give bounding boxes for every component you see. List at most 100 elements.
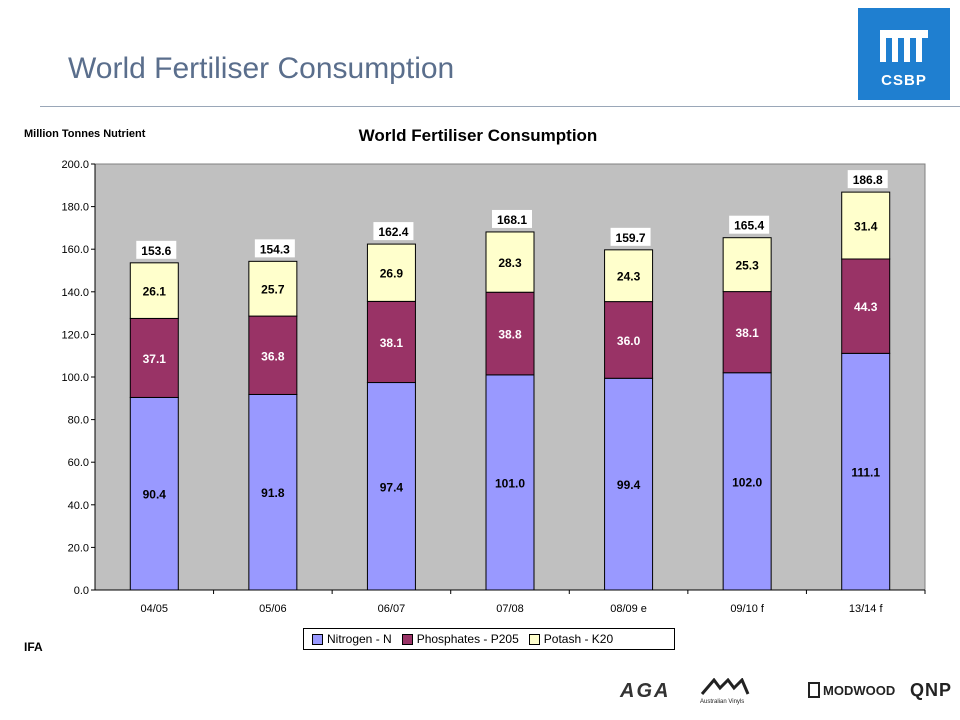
total-label: 159.7 [616,231,646,245]
data-label: 97.4 [380,480,404,494]
total-label: 153.6 [141,244,171,258]
source-label: IFA [24,640,43,654]
bar-segment [485,291,535,376]
data-label: 102.0 [732,475,762,489]
y-tick-label: 20.0 [68,542,89,554]
logo-text: CSBP [881,72,927,89]
legend-item-phosphates: Phosphates - P205 [401,632,519,646]
data-label: 90.4 [143,488,167,502]
data-label: 36.8 [261,349,285,363]
bar-segment [485,231,535,293]
csbp-logo: CSBP [858,8,950,100]
bar-segment [841,191,891,260]
data-label: 38.1 [735,326,759,340]
bar-segment [129,262,179,319]
legend-swatch-phosphates [401,633,413,645]
legend-label-nitrogen: Nitrogen - N [327,632,392,646]
y-tick-label: 180.0 [61,202,89,214]
total-label-box [254,239,295,258]
legend-label-phosphates: Phosphates - P205 [416,632,519,646]
total-label: 154.3 [260,242,290,256]
y-tick-label: 60.0 [68,457,89,469]
bar-segment [841,258,891,354]
legend-swatch-nitrogen [312,633,323,645]
australian-vinyls-text: Australian Vinyls [700,699,745,705]
y-tick-label: 200.0 [61,159,89,171]
total-label: 168.1 [497,213,527,227]
data-label: 24.3 [617,270,641,284]
y-tick-label: 100.0 [61,372,89,384]
y-tick-label: 0.0 [74,585,89,597]
modwood-icon [808,682,820,698]
bar-segment [366,243,416,302]
vinyls-mark-icon [700,677,750,695]
data-label: 31.4 [854,220,878,234]
data-label: 101.0 [495,476,525,490]
x-tick-label: 08/09 e [610,603,647,615]
data-label: 111.1 [851,466,880,480]
total-label-box [492,209,532,228]
bar-segment [248,393,298,591]
data-label: 38.1 [380,336,404,350]
legend-item-potash: Potash - K20 [528,632,614,646]
australian-vinyls-logo: Australian Vinyls [700,677,770,705]
x-tick-label: 04/05 [141,603,169,615]
total-label-box [610,227,651,246]
x-tick-label: 09/10 f [730,603,765,615]
y-tick-label: 160.0 [61,244,89,256]
data-label: 36.0 [617,334,641,348]
qnp-logo: QNP [910,680,952,701]
chart-legend: Nitrogen - N Phosphates - P205 Potash - … [303,628,675,650]
y-tick-label: 140.0 [61,287,89,299]
data-label: 26.1 [143,285,167,299]
data-label: 25.7 [261,283,285,297]
data-label: 25.3 [735,259,759,273]
footer-logos: AGA Australian Vinyls MODWOOD QNP [620,677,952,708]
bar-segment [722,372,772,591]
data-label: 91.8 [261,486,285,500]
data-label: 38.8 [498,328,522,342]
bar-segment [604,249,654,303]
qnp-text: QNP [910,680,953,700]
aga-logo-text: AGA [620,680,671,702]
bar-segment [604,377,654,591]
total-label: 162.4 [378,225,408,239]
x-tick-label: 13/14 f [849,603,884,615]
bar-segment [722,237,772,293]
total-label-box [847,170,888,189]
legend-item-nitrogen: Nitrogen - N [312,632,392,646]
bar-segment [248,260,298,317]
y-tick-label: 40.0 [68,500,89,512]
data-label: 99.4 [617,478,641,492]
data-label: 37.1 [143,352,167,366]
bar-segment [366,300,416,384]
data-label: 26.9 [380,267,404,281]
x-tick-label: 05/06 [259,603,287,615]
bar-segment [485,374,535,591]
modwood-text: MODWOOD [823,682,896,698]
chart-title: World Fertiliser Consumption [359,126,598,145]
x-tick-label: 06/07 [378,603,406,615]
legend-label-potash: Potash - K20 [543,632,614,646]
x-tick-label: 07/08 [496,603,524,615]
total-label-box [136,240,177,259]
total-label: 165.4 [734,219,764,233]
bar-segment [722,291,772,374]
data-label: 44.3 [854,300,878,314]
bar-segment [248,315,298,395]
bar-segment [841,352,891,591]
legend-swatch-potash [528,633,540,645]
modwood-logo: MODWOOD [808,682,895,698]
title-divider [40,106,960,107]
y-tick-label: 80.0 [68,415,89,427]
total-label-box [729,215,770,234]
data-label: 28.3 [498,256,522,270]
y-tick-label: 120.0 [61,329,89,341]
bar-segment [366,382,416,591]
csbp-logo-icon [880,30,928,62]
aga-logo: AGA [620,680,670,703]
total-label-box [373,222,414,241]
slide-title: World Fertiliser Consumption [68,52,455,85]
y-axis-label: Million Tonnes Nutrient [24,128,146,140]
